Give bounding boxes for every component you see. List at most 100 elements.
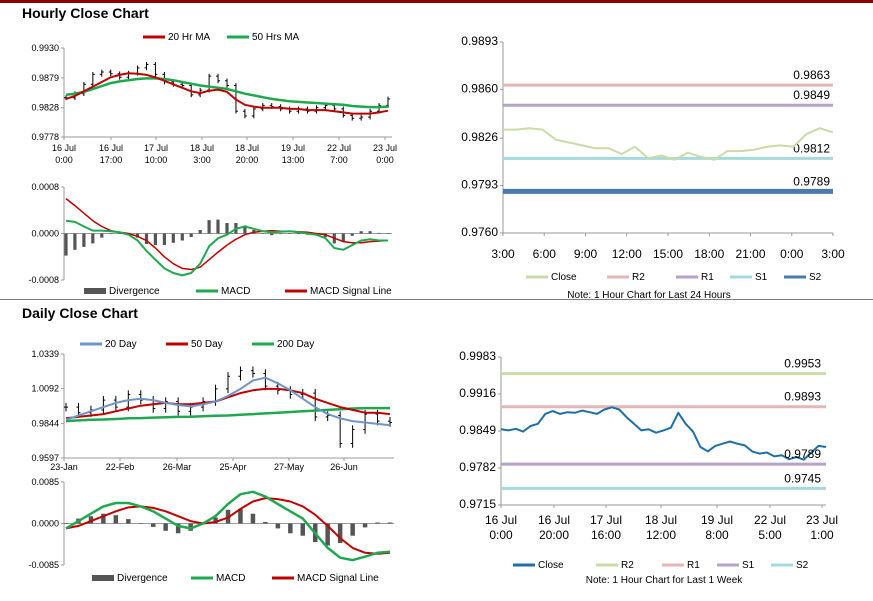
y-tick-label: 0.0000 bbox=[31, 229, 59, 239]
divergence-bar bbox=[198, 230, 202, 234]
divergence-bar bbox=[63, 523, 69, 524]
legend-label: S2 bbox=[796, 560, 809, 571]
x-tick-label: 0:00 bbox=[780, 247, 804, 261]
y-tick-label: 0.9879 bbox=[31, 73, 59, 83]
divergence-bar bbox=[109, 233, 113, 235]
x-tick-label: 0:00 bbox=[489, 528, 513, 542]
legend-label: 20 Day bbox=[105, 339, 137, 350]
x-tick-label: 12:00 bbox=[612, 247, 642, 261]
divergence-bar bbox=[118, 233, 122, 234]
top-accent-bar bbox=[0, 0, 873, 3]
legend-label: R1 bbox=[687, 560, 700, 571]
y-tick-label: 0.9849 bbox=[459, 423, 496, 437]
x-tick-label: 20:00 bbox=[236, 155, 259, 165]
x-tick-label: 10:00 bbox=[145, 155, 168, 165]
divergence-bar bbox=[138, 523, 143, 524]
divergence-bar bbox=[368, 231, 372, 234]
x-tick-label: 3:00 bbox=[193, 155, 211, 165]
level-label-r1: 0.9849 bbox=[793, 88, 830, 102]
x-tick-label: 8:00 bbox=[705, 528, 729, 542]
divergence-bar bbox=[387, 522, 393, 524]
y-tick-label: 0.9793 bbox=[461, 178, 498, 192]
x-tick-label: 1:00 bbox=[810, 528, 834, 542]
y-tick-label: 0.9916 bbox=[459, 386, 496, 400]
level-label-s2: 0.9789 bbox=[793, 174, 830, 188]
legend-label: R2 bbox=[632, 272, 645, 283]
chart-note: Note: 1 Hour Chart for Last 24 Hours bbox=[567, 290, 730, 301]
divergence-bar bbox=[386, 233, 390, 234]
y-tick-label: 0.9760 bbox=[461, 225, 498, 239]
x-tick-label: 5:00 bbox=[758, 528, 782, 542]
divergence-bar bbox=[91, 233, 95, 244]
y-tick-label: 0.9828 bbox=[31, 103, 59, 113]
divergence-bar bbox=[377, 232, 381, 234]
x-tick-label: 0:00 bbox=[55, 155, 73, 165]
y-tick-label: -0.0008 bbox=[28, 275, 59, 285]
divergence-bar bbox=[341, 233, 345, 242]
daily-macd-chart: 0.0085 0.0000 -0.0085 Divergence MACD MACD Si… bbox=[28, 477, 394, 584]
macd-line bbox=[65, 219, 388, 277]
daily-section-title: Daily Close Chart bbox=[22, 305, 138, 321]
hourly-section-title: Hourly Close Chart bbox=[22, 5, 149, 21]
close-line bbox=[503, 127, 834, 161]
divergence-bar bbox=[279, 233, 283, 235]
x-tick-label: 21:00 bbox=[735, 247, 765, 261]
y-tick-label: 0.0000 bbox=[31, 519, 59, 529]
divergence-bar bbox=[263, 522, 268, 524]
x-tick-label: 6:00 bbox=[533, 247, 557, 261]
level-label-r2: 0.9953 bbox=[784, 357, 821, 371]
divergence-bar bbox=[113, 515, 119, 524]
divergence-bar bbox=[261, 233, 265, 234]
y-tick-label: 0.9826 bbox=[461, 130, 498, 144]
x-tick-label: 18 Jul bbox=[235, 143, 259, 153]
x-tick-label: 19 Jul bbox=[701, 513, 733, 527]
legend-label: 200 Day bbox=[277, 339, 314, 350]
x-tick-label: 18 Jul bbox=[190, 143, 214, 153]
x-tick-label: 13:00 bbox=[282, 155, 305, 165]
x-tick-label: 27-May bbox=[274, 462, 305, 472]
level-label-r1: 0.9893 bbox=[784, 390, 821, 404]
x-tick-label: 3:00 bbox=[491, 247, 515, 261]
legend-label: 50 Day bbox=[191, 339, 223, 350]
legend-label: R1 bbox=[701, 272, 714, 283]
x-tick-label: 12:00 bbox=[646, 528, 676, 542]
legend-label: S1 bbox=[742, 560, 755, 571]
x-tick-label: 16 Jul bbox=[538, 513, 570, 527]
level-label-s1: 0.9789 bbox=[784, 447, 821, 461]
x-tick-label: 16:00 bbox=[591, 528, 621, 542]
x-tick-label: 17 Jul bbox=[144, 143, 168, 153]
divergence-bar bbox=[250, 513, 256, 524]
x-tick-label: 16 Jul bbox=[52, 143, 76, 153]
ma50-line bbox=[65, 77, 389, 109]
legend-label: Close bbox=[551, 272, 577, 283]
divergence-bar bbox=[162, 233, 166, 246]
level-label-s1: 0.9812 bbox=[793, 141, 830, 155]
divergence-bar bbox=[100, 233, 104, 238]
divergence-bar bbox=[126, 519, 131, 524]
x-tick-label: 16 Jul bbox=[485, 513, 517, 527]
divergence-bar bbox=[88, 516, 94, 524]
legend-label: R2 bbox=[621, 560, 634, 571]
divergence-bar bbox=[359, 231, 363, 234]
divergence-bar bbox=[175, 523, 181, 534]
x-tick-label: 18 Jul bbox=[645, 513, 677, 527]
hourly-macd-chart: 0.0008 0.0000 -0.0008 Divergence MACD MACD Si… bbox=[28, 182, 392, 297]
legend-label: 20 Hr MA bbox=[168, 32, 211, 43]
divergence-bar bbox=[243, 225, 247, 234]
divergence-bar bbox=[296, 233, 301, 235]
divergence-bar bbox=[135, 233, 140, 238]
legend-label: Divergence bbox=[109, 286, 160, 297]
y-tick-label: 0.9893 bbox=[461, 34, 498, 48]
y-tick-label: 0.9983 bbox=[459, 349, 496, 363]
divergence-bar bbox=[225, 223, 229, 234]
x-tick-label: 23 Jul bbox=[806, 513, 838, 527]
ma50-line bbox=[65, 387, 391, 420]
level-label-r2: 0.9863 bbox=[793, 68, 830, 82]
divergence-bar bbox=[163, 523, 168, 531]
x-tick-label: 15:00 bbox=[653, 247, 683, 261]
x-tick-label: 7:00 bbox=[330, 155, 348, 165]
x-tick-label: 16 Jul bbox=[99, 143, 123, 153]
x-tick-label: 20:00 bbox=[539, 528, 569, 542]
section-divider bbox=[0, 299, 873, 300]
